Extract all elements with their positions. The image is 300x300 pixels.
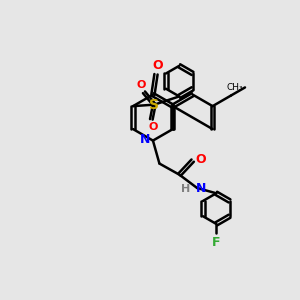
Text: S: S: [149, 98, 159, 112]
Text: O: O: [195, 153, 206, 166]
Text: H: H: [182, 184, 190, 194]
Text: O: O: [152, 59, 163, 72]
Text: F: F: [212, 236, 220, 249]
Text: CH₃: CH₃: [227, 83, 244, 92]
Text: O: O: [137, 80, 146, 90]
Text: O: O: [148, 122, 158, 132]
Text: N: N: [196, 182, 207, 195]
Text: N: N: [140, 134, 151, 146]
